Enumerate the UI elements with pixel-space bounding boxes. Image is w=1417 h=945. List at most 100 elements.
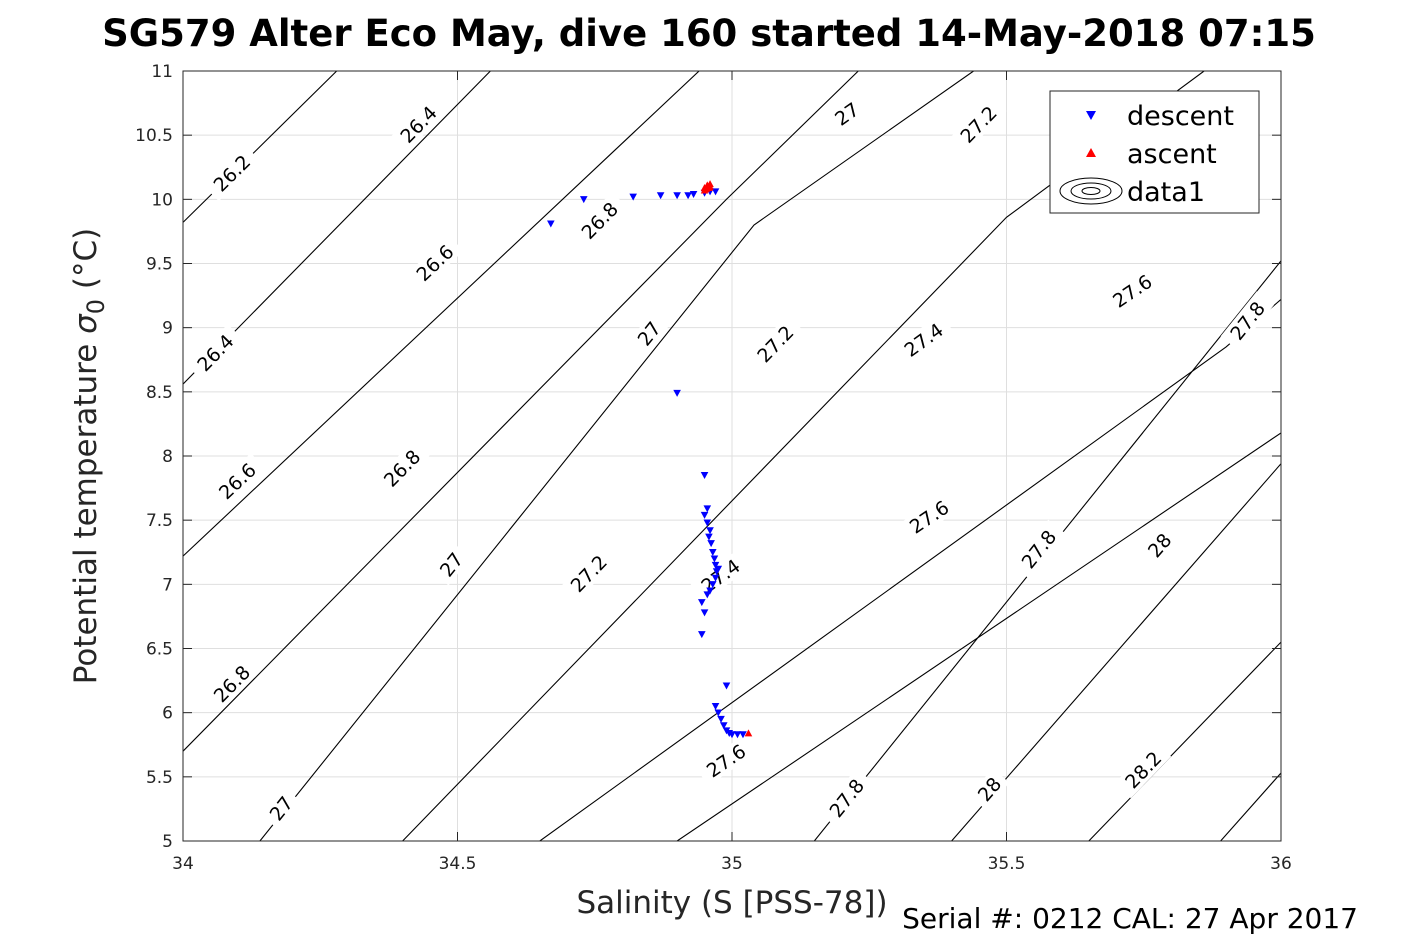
density-contours (183, 71, 1281, 841)
y-tick-label: 8 (162, 447, 173, 467)
contour-line-27 (259, 71, 974, 841)
y-axis-label-sigma: σ (68, 313, 104, 334)
contour-label-bg (1115, 741, 1172, 799)
y-tick-label: 9 (162, 319, 173, 339)
descent-point (629, 193, 637, 201)
contour-label-bg (203, 144, 261, 202)
descent-point (700, 472, 709, 480)
descent-point (703, 505, 712, 513)
y-tick-label: 7 (162, 575, 173, 595)
descent-point (714, 709, 723, 717)
data-points (547, 180, 753, 739)
y-tick-label: 7.5 (146, 511, 173, 531)
y-tick-label: 10.5 (135, 126, 173, 146)
x-axis-label: Salinity (S [PSS-78]) (576, 885, 887, 921)
descent-point (722, 682, 731, 690)
contour-label-bg (1220, 291, 1275, 351)
contour-label-bg (825, 94, 868, 134)
contour-label-bg (406, 234, 464, 291)
contour-line-28-4 (1220, 772, 1281, 841)
contour-line-28 (951, 463, 1281, 841)
contour-label-bg (1139, 524, 1180, 566)
contour-line-26-2 (183, 71, 338, 223)
descent-point (703, 519, 712, 527)
y-tick-label: 10 (151, 190, 173, 210)
descent-point (711, 188, 720, 196)
grid (183, 71, 1281, 841)
x-tick-label: 35.5 (988, 854, 1026, 874)
contour-label-bg (819, 768, 874, 828)
contour-label-bg (208, 453, 266, 509)
descent-point (710, 555, 719, 563)
descent-point (711, 574, 720, 582)
y-tick-label: 6 (162, 704, 173, 724)
y-tick-label: 5.5 (146, 768, 173, 788)
contour-label-bg (431, 543, 472, 586)
descent-point (711, 703, 720, 711)
legend: descent ascent data1 (1049, 90, 1260, 214)
descent-point (708, 549, 717, 557)
descent-point (706, 587, 714, 595)
axis-ticks: 34 34.5 35 35.5 36 5 5.5 6 6.5 7 7.5 8 8.5 9 9.5 10 10.5… (135, 62, 1292, 874)
contour-label-bg (969, 768, 1010, 810)
y-tick-label: 9.5 (146, 255, 173, 275)
contour-label-bg (560, 544, 617, 602)
descent-point (733, 731, 742, 739)
descent-point (700, 609, 709, 617)
descent-point (673, 389, 681, 397)
contour-label-bg (950, 95, 1007, 153)
legend-box (1049, 90, 1260, 214)
ascent-point (706, 180, 714, 188)
y-axis-label-main: Potential temperature (68, 334, 104, 684)
descent-point (547, 220, 555, 228)
descent-point (711, 561, 720, 569)
descent-point (700, 511, 709, 519)
descent-point (707, 540, 715, 548)
legend-ascent-marker (1086, 148, 1096, 157)
y-axis-label-sub: 0 (82, 299, 110, 314)
contour-label-bg (390, 95, 447, 153)
contour-label-bg (373, 439, 431, 497)
contour-label-bg (690, 549, 751, 602)
descent-point (719, 722, 728, 730)
contour-label-27-2: 27.2 (747, 315, 804, 373)
chart-title: SG579 Alter Eco May, dive 160 started 14… (102, 12, 1316, 55)
descent-point (656, 192, 665, 200)
contour-line-26-8 (183, 71, 859, 752)
contour-label-bg (261, 787, 301, 830)
contour-label-26-8: 26.8 (203, 655, 260, 713)
contour-label-bg (571, 192, 628, 249)
y-axis-label-unit: (°C) (68, 228, 104, 299)
y-axis-label: Potential temperature σ0 (°C) (68, 228, 110, 685)
descent-point (739, 731, 747, 739)
contour-label-bg (893, 313, 954, 366)
x-tick-label: 34.5 (439, 854, 477, 874)
y-tick-label: 5 (162, 832, 173, 852)
descent-point (703, 591, 712, 599)
descent-point (684, 192, 692, 200)
contour-label-bg (1102, 265, 1163, 317)
y-tick-label: 11 (151, 62, 173, 82)
legend-data1-label: data1 (1127, 177, 1205, 208)
y-tick-label: 8.5 (146, 383, 173, 403)
legend-contour-icon (1059, 177, 1123, 205)
descent-point (717, 715, 725, 723)
descent-point (708, 581, 717, 589)
x-tick-label: 36 (1270, 854, 1292, 874)
contour-label-bg (747, 315, 804, 373)
contour-line-26-6 (183, 71, 700, 557)
descent-point (706, 527, 714, 535)
descent-point (673, 192, 681, 200)
contour-label-bg (203, 655, 260, 713)
legend-descent-marker (1086, 111, 1096, 120)
contour-label-bg (1011, 519, 1066, 579)
contour-label-bg (695, 735, 757, 786)
ascent-point (744, 729, 753, 737)
legend-descent-label: descent (1127, 101, 1234, 132)
descent-point (698, 631, 706, 639)
contour-label-bg (898, 491, 960, 543)
x-tick-label: 34 (172, 854, 194, 874)
descent-point (689, 191, 698, 198)
ascent-point (705, 183, 713, 191)
descent-point (579, 196, 588, 204)
